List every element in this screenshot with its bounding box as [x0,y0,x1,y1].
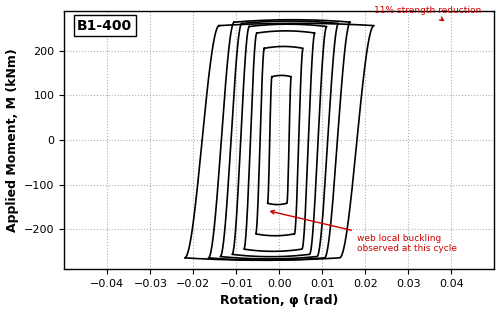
Y-axis label: Applied Moment, M (kNm): Applied Moment, M (kNm) [6,48,18,232]
Text: web local buckling
observed at this cycle: web local buckling observed at this cycl… [270,210,457,253]
Text: 11% strength reduction: 11% strength reduction [374,6,482,20]
Text: B1-400: B1-400 [77,18,132,33]
X-axis label: Rotation, φ (rad): Rotation, φ (rad) [220,295,338,307]
